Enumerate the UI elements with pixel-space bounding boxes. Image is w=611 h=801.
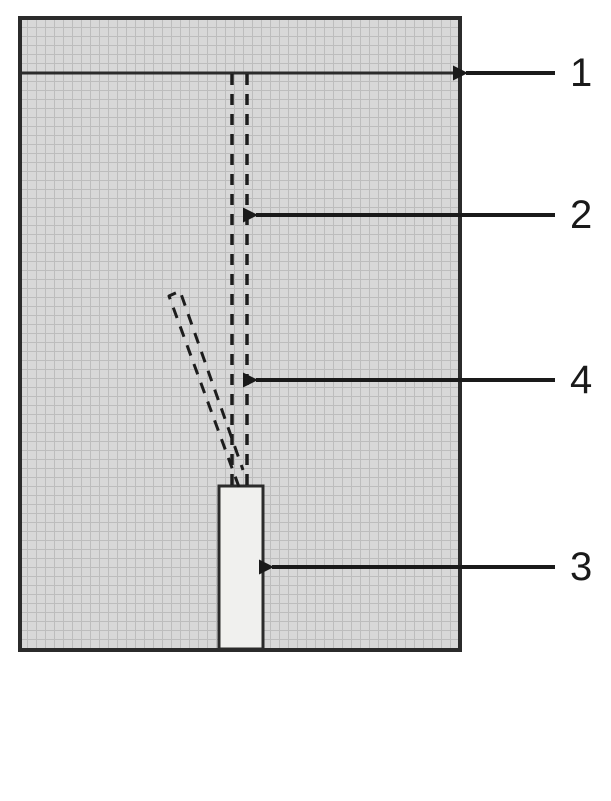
callout-label-4: 4: [570, 358, 592, 402]
technical-diagram: 1 2 4 3: [0, 0, 611, 801]
callout-label-1: 1: [570, 51, 592, 95]
callout-label-3: 3: [570, 545, 592, 589]
lower-insert-block: [219, 486, 263, 649]
callout-label-2: 2: [570, 193, 592, 237]
